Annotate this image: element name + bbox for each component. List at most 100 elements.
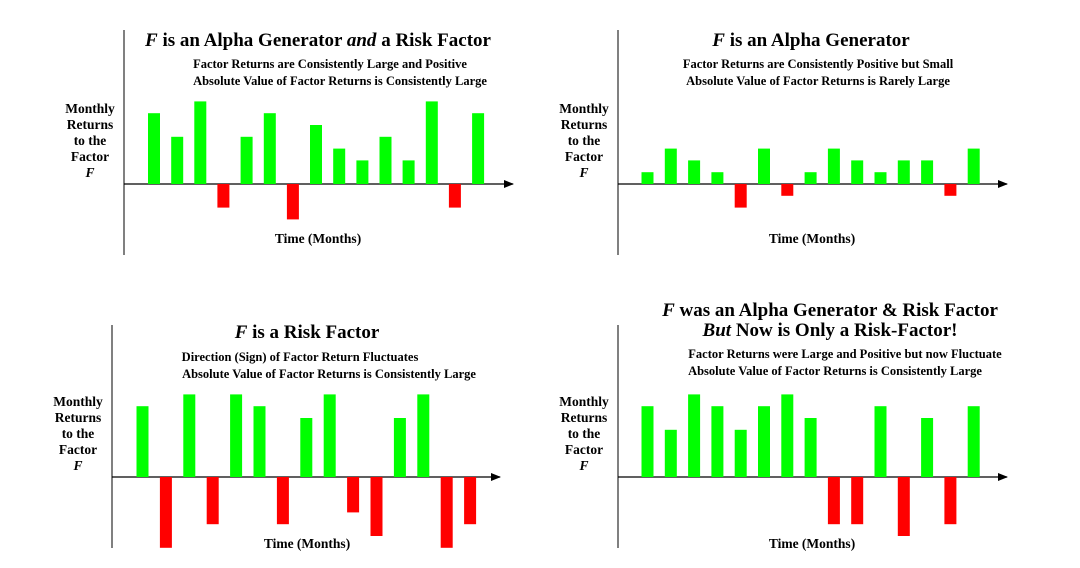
chart-3-title-part-1: is a Risk Factor <box>247 322 380 343</box>
chart-3-bar-2 <box>159 477 172 548</box>
chart-1-bars <box>148 101 485 220</box>
chart-1-subtitle-line-2: Absolute Value of Factor Returns is Cons… <box>193 74 487 88</box>
chart-2-bar-5 <box>734 184 747 208</box>
chart-1-title-part-3: a Risk Factor <box>376 30 491 51</box>
chart-1-bar-14 <box>448 184 461 208</box>
chart-2-bar-15 <box>967 148 980 184</box>
chart-2-ylabel-line-4: Factor <box>565 149 603 164</box>
chart-2-bar-8 <box>804 172 817 184</box>
chart-4-title-line-1: F was an Alpha Generator & Risk Factor <box>661 300 998 321</box>
chart-2-ylabel-line-1: Monthly <box>559 101 609 116</box>
chart-3-title: F is a Risk Factor <box>234 322 380 343</box>
chart-1-ylabel-symbol: F <box>84 165 94 180</box>
chart-4-bar-4 <box>711 406 724 477</box>
chart-4-y-label: Monthly Returns to the Factor F <box>559 394 609 473</box>
chart-4-ylabel-line-2: Returns <box>561 410 608 425</box>
chart-1-bar-4 <box>217 184 230 208</box>
chart-4-bar-11 <box>874 406 887 477</box>
chart-3-bar-1 <box>136 406 149 477</box>
chart-2-bar-12 <box>897 160 910 184</box>
chart-panel-3: F is a Risk Factor Direction (Sign) of F… <box>53 322 501 551</box>
chart-panel-1: F is an Alpha Generator and a Risk Facto… <box>65 30 514 255</box>
chart-1-bar-6 <box>263 113 276 184</box>
chart-2-bar-2 <box>664 148 677 184</box>
chart-3-bar-7 <box>276 477 289 525</box>
chart-3-bars <box>136 394 477 548</box>
chart-4-ylabel-line-1: Monthly <box>559 394 609 409</box>
chart-3-bar-12 <box>393 418 406 477</box>
chart-3-bar-13 <box>417 394 430 477</box>
chart-4-title-line-2: But Now is Only a Risk-Factor! <box>702 320 958 341</box>
chart-panel-2: F is an Alpha Generator Factor Returns a… <box>559 30 1008 255</box>
chart-3-ylabel-line-4: Factor <box>59 442 97 457</box>
chart-1-bar-9 <box>333 148 346 184</box>
chart-2-title-part-0: F <box>711 30 725 51</box>
chart-4-ylabel-symbol: F <box>578 458 588 473</box>
chart-1-title-part-0: F <box>144 30 158 51</box>
chart-4-subtitle-line-1: Factor Returns were Large and Positive b… <box>688 347 1002 361</box>
chart-3-bar-8 <box>300 418 313 477</box>
chart-2-bar-14 <box>944 184 957 196</box>
chart-1-bar-10 <box>356 160 369 184</box>
chart-4-bar-7 <box>781 394 794 477</box>
chart-1-title-part-2: and <box>347 30 377 51</box>
chart-1-y-label: Monthly Returns to the Factor F <box>65 101 115 180</box>
chart-2-bar-10 <box>851 160 864 184</box>
chart-2-bar-6 <box>758 148 770 184</box>
chart-4-bar-2 <box>664 429 677 477</box>
chart-3-bar-15 <box>464 477 477 525</box>
chart-2-bar-1 <box>641 172 654 184</box>
chart-3-ylabel-symbol: F <box>72 458 82 473</box>
chart-1-bar-3 <box>194 101 207 184</box>
chart-1-bar-13 <box>425 101 438 184</box>
chart-3-bar-4 <box>206 477 219 525</box>
chart-4-title-part-0: F <box>661 300 675 321</box>
chart-2-bar-3 <box>688 160 701 184</box>
chart-2-subtitle-line-2: Absolute Value of Factor Returns is Rare… <box>686 74 950 88</box>
chart-3-ylabel-line-3: to the <box>62 426 95 441</box>
chart-2-x-label: Time (Months) <box>769 231 855 246</box>
chart-1-ylabel-line-2: Returns <box>67 117 114 132</box>
chart-4-subtitle-line-2: Absolute Value of Factor Returns is Cons… <box>688 364 982 378</box>
chart-1-bar-8 <box>310 125 322 184</box>
chart-3-bar-9 <box>323 394 336 477</box>
chart-3-ylabel-line-1: Monthly <box>53 394 103 409</box>
chart-4-bar-12 <box>897 477 910 536</box>
chart-3-ylabel-line-2: Returns <box>55 410 102 425</box>
chart-1-bar-5 <box>240 136 253 184</box>
chart-panel-4: F was an Alpha Generator & Risk Factor B… <box>559 300 1008 551</box>
chart-2-bar-11 <box>874 172 887 184</box>
chart-1-ylabel-line-3: to the <box>74 133 107 148</box>
chart-1-bar-15 <box>472 113 485 184</box>
chart-2-ylabel-line-2: Returns <box>561 117 608 132</box>
chart-3-bar-6 <box>253 406 266 477</box>
chart-3-subtitle-line-1: Direction (Sign) of Factor Return Fluctu… <box>182 350 419 364</box>
chart-4-bar-1 <box>641 406 654 477</box>
chart-3-bar-10 <box>347 477 360 513</box>
chart-4-title-line2-part-0: But <box>702 320 732 341</box>
chart-1-ylabel-line-1: Monthly <box>65 101 115 116</box>
chart-1-x-label: Time (Months) <box>275 231 361 246</box>
chart-1-bar-12 <box>402 160 415 184</box>
chart-4-bar-9 <box>827 477 840 525</box>
chart-4-bar-8 <box>804 418 817 477</box>
chart-4-bar-14 <box>944 477 957 525</box>
chart-2-ylabel-line-3: to the <box>568 133 601 148</box>
chart-3-title-part-0: F <box>234 322 248 343</box>
chart-3-bar-3 <box>183 394 196 477</box>
chart-3-bar-14 <box>440 477 453 548</box>
chart-1-bar-2 <box>171 136 184 184</box>
chart-2-bar-7 <box>781 184 794 196</box>
chart-4-bar-13 <box>921 418 934 477</box>
chart-2-title-part-1: is an Alpha Generator <box>725 30 910 51</box>
chart-4-ylabel-line-3: to the <box>568 426 601 441</box>
chart-2-y-label: Monthly Returns to the Factor F <box>559 101 609 180</box>
chart-4-bars <box>641 394 980 536</box>
chart-2-bar-13 <box>921 160 934 184</box>
chart-1-subtitle-line-1: Factor Returns are Consistently Large an… <box>193 57 467 71</box>
chart-4-bar-6 <box>758 406 770 477</box>
chart-4-ylabel-line-4: Factor <box>565 442 603 457</box>
chart-2-bar-9 <box>827 148 840 184</box>
chart-2-title: F is an Alpha Generator <box>711 30 910 51</box>
chart-4-x-label: Time (Months) <box>769 536 855 551</box>
